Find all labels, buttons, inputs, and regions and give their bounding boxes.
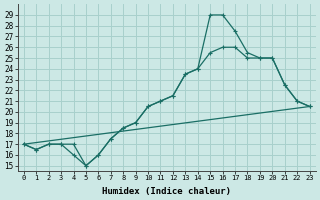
- X-axis label: Humidex (Indice chaleur): Humidex (Indice chaleur): [102, 187, 231, 196]
